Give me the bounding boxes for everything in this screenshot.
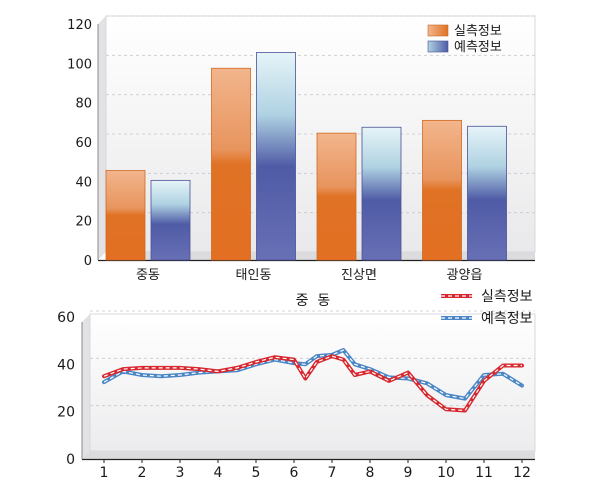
line-y-tick-label: 60 — [57, 310, 75, 326]
bar-measured — [105, 170, 146, 261]
bar-predicted — [256, 52, 296, 261]
bar-y-tick-label: 20 — [75, 215, 92, 230]
line-y-tick-label: 40 — [57, 357, 75, 373]
line-x-tick-label: 5 — [252, 465, 261, 481]
bar-y-tick-label: 80 — [75, 97, 92, 112]
line-chart-title: 중 동 — [296, 293, 331, 309]
bar-y-tick-label: 120 — [67, 18, 92, 33]
line-x-tick-label: 9 — [404, 465, 413, 481]
line-x-tick-label: 8 — [366, 465, 375, 481]
bar-measured — [211, 67, 251, 261]
bar-x-tick-label: 태인동 — [236, 268, 272, 283]
bar-measured — [422, 119, 462, 261]
line-chart-series — [102, 348, 524, 413]
legend-label-predicted: 예측정보 — [481, 311, 533, 327]
line-chart-3d-side-wall — [82, 314, 90, 459]
bar-y-tick-label: 60 — [75, 136, 92, 151]
line-series-predicted-highlight — [103, 349, 523, 400]
bar-predicted — [361, 126, 402, 261]
line-y-tick-label: 0 — [66, 452, 75, 468]
bar-predicted — [467, 125, 507, 261]
bar-x-tick-label: 중동 — [136, 268, 160, 283]
line-chart-x-ticks: 1 2 3 4 5 6 7 8 9 10 11 12 — [100, 459, 531, 481]
line-series-measured-highlight — [103, 355, 522, 412]
line-x-tick-label: 10 — [437, 465, 455, 481]
line-x-tick-label: 2 — [138, 465, 147, 481]
bar-chart-x-labels: 중동 태인동 진상면 광양읍 — [136, 268, 482, 283]
line-x-tick-label: 7 — [328, 465, 337, 481]
line-x-tick-label: 11 — [475, 465, 493, 481]
line-x-tick-label: 3 — [176, 465, 185, 481]
bar-measured — [316, 132, 357, 261]
legend-label-measured: 실측정보 — [454, 24, 502, 39]
line-x-tick-label: 6 — [290, 465, 299, 481]
bar-y-tick-label: 0 — [84, 254, 92, 269]
bar-chart-y-ticks: 0 20 40 60 80 100 120 — [67, 18, 92, 269]
bar-chart: 0 20 40 60 80 100 120 중동 태인동 진상면 광양읍 실측정보 예측정보 — [67, 15, 536, 283]
line-chart-legend: 실측정보 예측정보 — [441, 289, 533, 327]
legend-swatch-measured — [427, 24, 449, 37]
line-x-tick-label: 4 — [214, 465, 223, 481]
bar-y-tick-label: 100 — [67, 57, 92, 72]
bar-chart-bars — [105, 52, 507, 261]
line-y-tick-label: 20 — [57, 405, 75, 421]
legend-label-predicted: 예측정보 — [454, 40, 502, 55]
legend-label-measured: 실측정보 — [481, 289, 533, 305]
bar-y-tick-label: 40 — [75, 175, 92, 190]
bar-chart-3d-side-wall — [98, 16, 106, 260]
line-chart-y-ticks: 0 20 40 60 — [57, 310, 75, 468]
line-x-tick-label: 12 — [513, 465, 531, 481]
line-x-tick-label: 1 — [100, 465, 109, 481]
line-chart-plot-area — [89, 313, 536, 452]
bar-x-tick-label: 광양읍 — [447, 268, 483, 283]
legend-swatch-predicted — [427, 40, 449, 53]
line-chart-3d-floor — [82, 451, 535, 459]
bar-predicted — [150, 179, 191, 261]
bar-chart-legend: 실측정보 예측정보 — [427, 24, 502, 55]
bar-x-tick-label: 진상면 — [341, 268, 377, 283]
